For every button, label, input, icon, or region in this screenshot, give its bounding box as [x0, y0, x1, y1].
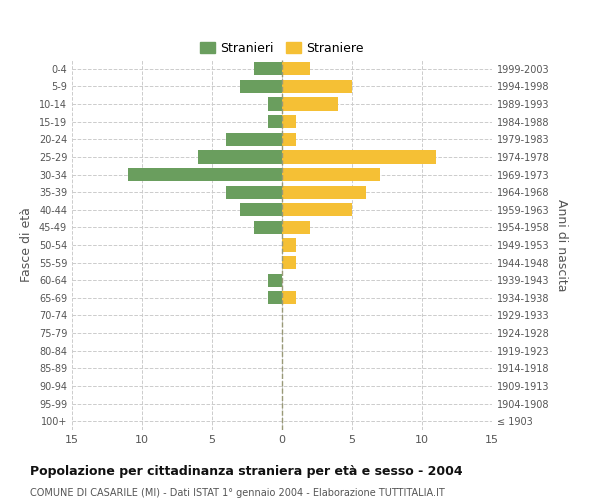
Y-axis label: Fasce di età: Fasce di età: [20, 208, 33, 282]
Bar: [254, 221, 282, 234]
Text: Popolazione per cittadinanza straniera per età e sesso - 2004: Popolazione per cittadinanza straniera p…: [30, 465, 463, 478]
Bar: [282, 203, 352, 216]
Text: COMUNE DI CASARILE (MI) - Dati ISTAT 1° gennaio 2004 - Elaborazione TUTTITALIA.I: COMUNE DI CASARILE (MI) - Dati ISTAT 1° …: [30, 488, 445, 498]
Bar: [282, 115, 296, 128]
Bar: [282, 221, 310, 234]
Legend: Stranieri, Straniere: Stranieri, Straniere: [195, 36, 369, 60]
Bar: [282, 256, 296, 269]
Bar: [282, 168, 380, 181]
Bar: [282, 291, 296, 304]
Bar: [254, 62, 282, 76]
Bar: [226, 132, 282, 146]
Bar: [240, 203, 282, 216]
Bar: [282, 98, 338, 110]
Bar: [282, 132, 296, 146]
Bar: [226, 186, 282, 198]
Bar: [282, 186, 366, 198]
Bar: [268, 291, 282, 304]
Bar: [268, 274, 282, 287]
Y-axis label: Anni di nascita: Anni di nascita: [555, 198, 568, 291]
Bar: [240, 80, 282, 93]
Bar: [282, 238, 296, 252]
Bar: [128, 168, 282, 181]
Bar: [282, 80, 352, 93]
Bar: [198, 150, 282, 164]
Bar: [282, 62, 310, 76]
Bar: [268, 98, 282, 110]
Bar: [268, 115, 282, 128]
Bar: [282, 150, 436, 164]
